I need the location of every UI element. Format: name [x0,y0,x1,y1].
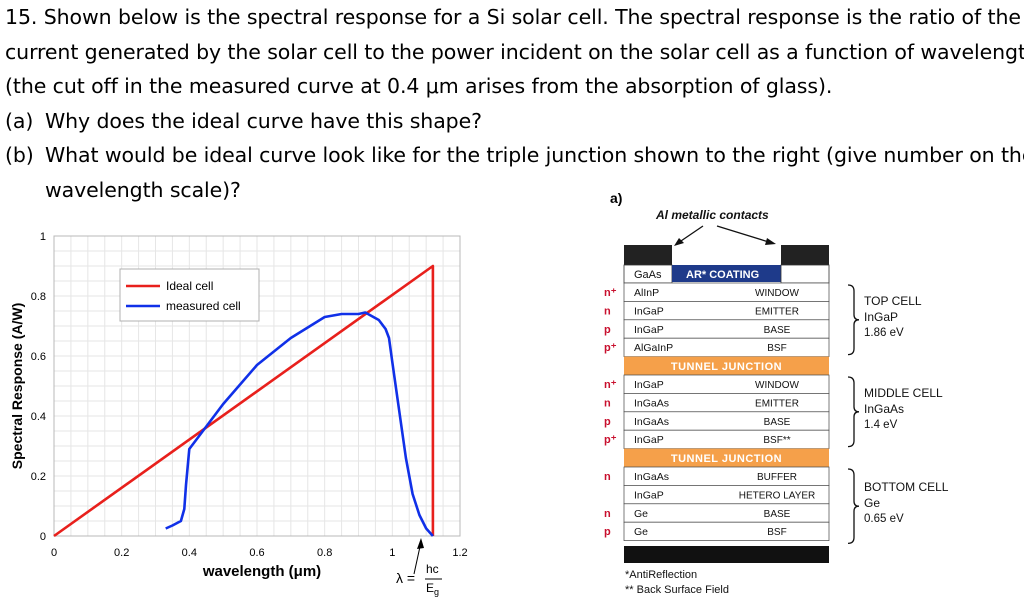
y-tick-labels: 0 0.2 0.4 0.6 0.8 1 [31,231,46,543]
chart-legend: Ideal cell measured cell [119,268,260,322]
y-tick-label: 0.2 [31,471,46,483]
series-line-ideal-cell [53,264,435,538]
y-tick-label: 0 [40,531,46,543]
chart-grid [54,236,460,536]
question-line-1: 15. Shown below is the spectral response… [5,5,1021,29]
x-tick-label: 1 [389,547,395,559]
x-tick-label: 0.4 [182,547,197,559]
cutoff-numerator: hc [426,562,439,576]
question-part-a: (a) Why does the ideal curve have this sh… [5,104,1020,139]
x-tick-label: 1.2 [452,547,467,559]
question-part-b-continued: wavelength scale)? [45,177,241,202]
part-a-label: (a) [5,108,34,133]
x-tick-label: 0.6 [249,547,264,559]
series-line-measured-cell [165,311,434,537]
question-text: 15. Shown below is the spectral response… [5,0,1024,207]
question-part-b: (b) What would be ideal curve look like f… [5,138,1024,173]
cutoff-arrowhead [417,538,424,549]
legend-label-measured: measured cell [166,299,241,313]
plot-frame [53,235,461,537]
part-a-text: Why does the ideal curve have this shape… [45,108,482,133]
question-line-2: current generated by the solar cell to t… [5,39,1024,64]
x-tick-label: 0.2 [114,547,129,559]
x-tick-label: 0.8 [317,547,332,559]
y-tick-label: 0.8 [31,291,46,303]
legend-box [119,268,260,322]
y-tick-label: 1 [40,231,46,243]
cutoff-denominator: Eg [426,581,439,597]
x-axis-label: wavelength (μm) [202,563,321,580]
cutoff-annotation: λ = hc Eg [396,538,442,597]
part-b-text: What would be ideal curve look like for … [45,143,1024,167]
cutoff-denominator-main: E [426,581,434,595]
y-tick-label: 0.6 [31,351,46,363]
cutoff-denominator-sub: g [434,587,439,597]
cutoff-lambda: λ = [396,570,415,586]
legend-label-ideal: Ideal cell [166,279,213,293]
chart-series [53,264,435,538]
question-line-3: (the cut off in the measured curve at 0.… [5,74,833,98]
part-b-label: (b) [5,143,34,167]
x-tick-label: 0 [51,547,57,559]
y-tick-label: 0.4 [31,411,46,423]
x-tick-labels: 0 0.2 0.4 0.6 0.8 1 1.2 [51,547,468,559]
y-axis-label: Spectral Response (A/W) [9,303,25,469]
